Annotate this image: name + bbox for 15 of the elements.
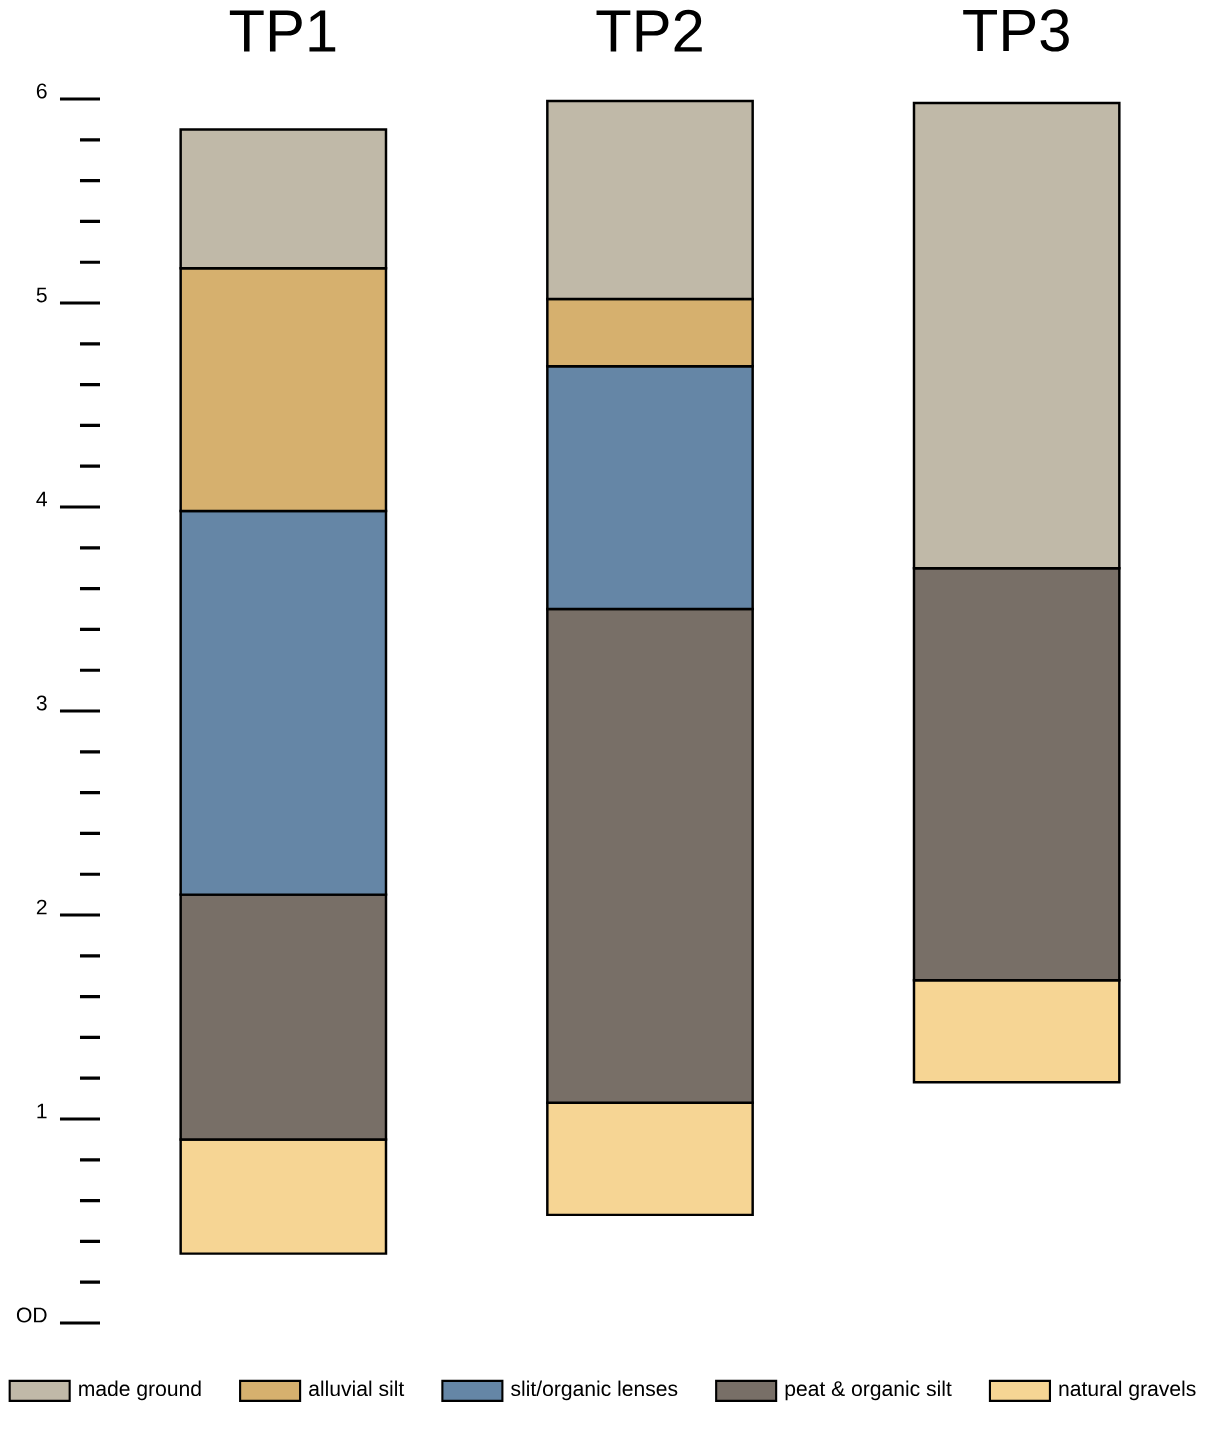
y-tick-label: 5 (36, 287, 47, 303)
legend-label: alluvial silt (309, 1380, 405, 1397)
y-tick-label: 6 (36, 83, 47, 99)
x-tick-label: TP2 (596, 9, 702, 52)
y-tick-label: 2 (36, 899, 47, 915)
legend-label: slit/organic lenses (511, 1380, 678, 1401)
y-tick-label: 1 (37, 1103, 47, 1119)
y-tick-label: OD (16, 1307, 47, 1323)
legend-label: made ground (79, 1380, 201, 1401)
x-tick-label: TP1 (229, 10, 336, 52)
legend-label: natural gravels (1059, 1380, 1196, 1401)
legend-label: peat & organic silt (785, 1380, 952, 1401)
y-tick-label: 3 (36, 695, 47, 711)
y-tick-label: 4 (36, 491, 47, 507)
x-tick-label: TP3 (963, 9, 1069, 52)
